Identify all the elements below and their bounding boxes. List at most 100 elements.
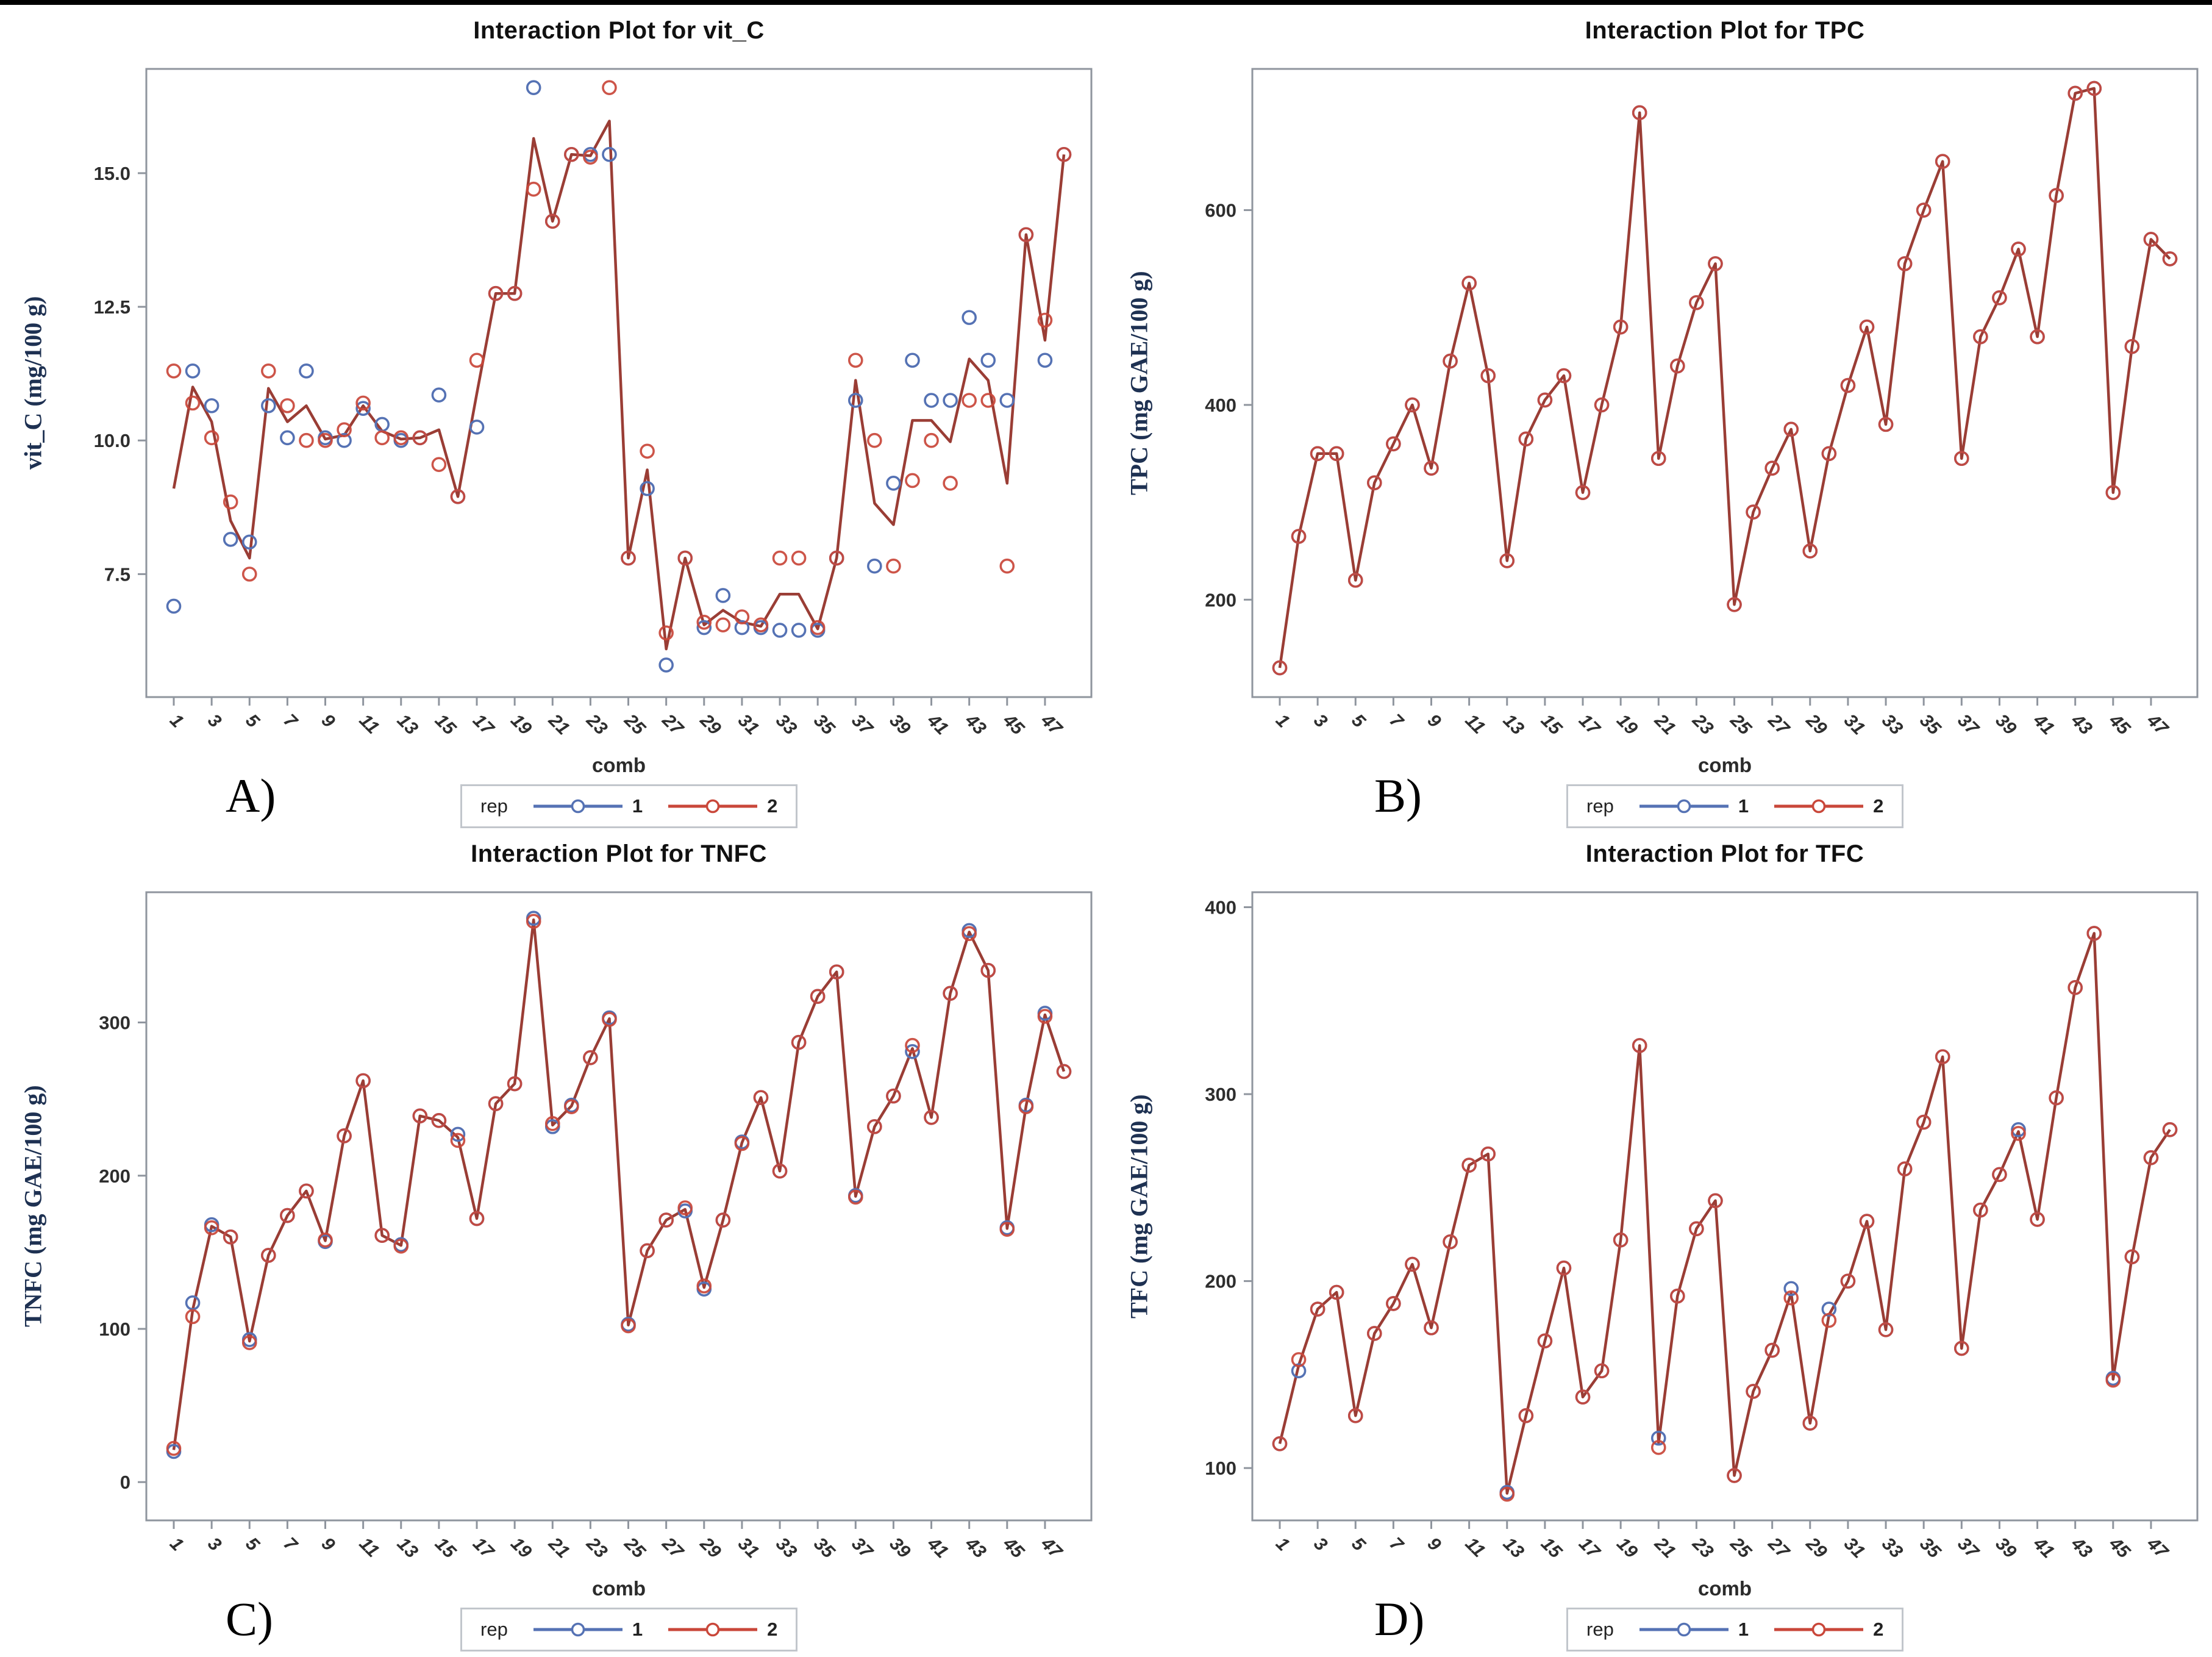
marker-rep2 bbox=[185, 1309, 201, 1325]
marker-rep2 bbox=[602, 80, 617, 95]
marker-rep2 bbox=[1443, 353, 1458, 369]
marker-rep2 bbox=[1632, 1038, 1647, 1053]
marker-rep2 bbox=[204, 1220, 219, 1236]
marker-rep2 bbox=[1632, 105, 1647, 121]
marker-rep2 bbox=[1821, 1312, 1837, 1328]
marker-rep2 bbox=[1859, 319, 1875, 335]
marker-rep2 bbox=[1897, 256, 1913, 271]
x-tick-label: 17 bbox=[1575, 710, 1604, 740]
y-tick-label: 100 bbox=[1205, 1458, 1236, 1479]
marker-rep2 bbox=[1953, 451, 1969, 467]
marker-rep2 bbox=[905, 473, 920, 489]
marker-rep1 bbox=[847, 393, 863, 408]
legend-sample-marker bbox=[571, 799, 585, 814]
marker-rep2 bbox=[924, 1109, 939, 1125]
legend-line-marker-icon bbox=[533, 1622, 623, 1637]
marker-rep2 bbox=[355, 1073, 371, 1089]
marker-rep1 bbox=[962, 310, 977, 325]
marker-rep1 bbox=[1650, 1430, 1666, 1446]
marker-rep2 bbox=[1037, 1009, 1053, 1024]
marker-rep2 bbox=[1859, 1214, 1875, 1229]
x-tick-label: 37 bbox=[847, 710, 877, 740]
x-tick-label: 39 bbox=[1991, 1534, 2020, 1562]
marker-rep2 bbox=[1916, 202, 1932, 218]
marker-rep2 bbox=[1594, 397, 1610, 413]
x-tick-label: 31 bbox=[734, 1534, 763, 1562]
marker-rep1 bbox=[1291, 1363, 1307, 1379]
marker-rep2 bbox=[810, 989, 826, 1004]
marker-rep2 bbox=[1878, 417, 1894, 432]
legend-sample-marker bbox=[705, 1622, 720, 1637]
marker-rep2 bbox=[1443, 1234, 1458, 1250]
marker-rep2 bbox=[544, 213, 560, 229]
marker-rep2 bbox=[1594, 1363, 1610, 1379]
marker-rep2 bbox=[1727, 596, 1742, 612]
marker-rep2 bbox=[1556, 1260, 1572, 1276]
marker-rep1 bbox=[640, 481, 655, 496]
x-tick-label: 11 bbox=[1461, 710, 1489, 738]
marker-rep2 bbox=[1992, 290, 2007, 306]
marker-rep2 bbox=[2143, 232, 2159, 247]
marker-rep1 bbox=[299, 363, 314, 379]
marker-rep2 bbox=[318, 1232, 333, 1248]
marker-rep2 bbox=[1840, 378, 1856, 393]
legend-group-label: rep bbox=[1586, 795, 1614, 817]
marker-rep2 bbox=[2011, 242, 2026, 257]
x-tick-label: 35 bbox=[810, 1534, 839, 1563]
marker-rep2 bbox=[677, 550, 693, 566]
marker-rep2 bbox=[791, 1034, 807, 1050]
marker-rep1 bbox=[166, 598, 182, 614]
marker-rep2 bbox=[1727, 1468, 1742, 1483]
x-tick-label: 45 bbox=[2105, 710, 2135, 740]
x-tick-label: 23 bbox=[582, 710, 612, 739]
marker-rep2 bbox=[640, 443, 655, 459]
marker-rep2 bbox=[1347, 1408, 1363, 1423]
y-tick-label: 400 bbox=[1205, 897, 1236, 918]
marker-rep2 bbox=[261, 363, 276, 379]
marker-rep2 bbox=[905, 1037, 920, 1053]
marker-rep2 bbox=[1367, 475, 1382, 490]
marker-rep2 bbox=[337, 422, 352, 438]
marker-rep2 bbox=[393, 1239, 409, 1254]
panel-A: Interaction Plot for vit_C vit_C (mg/100… bbox=[0, 5, 1106, 833]
x-tick-label: 31 bbox=[1840, 710, 1869, 739]
marker-rep2 bbox=[1424, 460, 1439, 476]
x-tick-label: 39 bbox=[885, 1534, 914, 1562]
marker-rep2 bbox=[526, 181, 541, 197]
marker-rep2 bbox=[980, 962, 996, 978]
marker-rep2 bbox=[829, 964, 844, 979]
x-tick-label: 25 bbox=[1726, 710, 1756, 740]
x-tick-label: 27 bbox=[658, 710, 688, 740]
x-tick-label: 33 bbox=[1878, 710, 1907, 739]
marker-rep2 bbox=[1821, 446, 1837, 462]
x-tick-label: 37 bbox=[1953, 1534, 1983, 1563]
x-axis-label: comb bbox=[591, 1577, 646, 1600]
x-tick-label: 47 bbox=[1036, 1533, 1066, 1563]
marker-rep2 bbox=[1480, 368, 1496, 384]
x-tick-label: 35 bbox=[810, 710, 839, 740]
x-tick-label: 45 bbox=[999, 710, 1029, 740]
marker-rep2 bbox=[583, 149, 598, 165]
x-axis-label: comb bbox=[591, 754, 646, 776]
legend-line-marker-icon bbox=[668, 799, 758, 814]
x-tick-label: 17 bbox=[1575, 1534, 1604, 1563]
panel-C: Interaction Plot for TNFC TNFC (mg GAE/1… bbox=[0, 828, 1106, 1656]
x-tick-label: 33 bbox=[1878, 1534, 1907, 1562]
marker-rep2 bbox=[241, 567, 257, 582]
marker-rep1 bbox=[943, 393, 958, 408]
x-tick-label: 7 bbox=[1385, 1534, 1407, 1556]
marker-rep2 bbox=[829, 550, 844, 566]
x-tick-label: 41 bbox=[2029, 1533, 2058, 1562]
x-tick-label: 21 bbox=[544, 710, 574, 739]
marker-rep2 bbox=[2143, 1150, 2159, 1165]
x-tick-label: 19 bbox=[507, 710, 535, 739]
marker-rep2 bbox=[602, 1012, 617, 1027]
x-tick-label: 3 bbox=[204, 1534, 225, 1555]
marker-rep2 bbox=[847, 1189, 863, 1205]
x-tick-label: 15 bbox=[1537, 1534, 1566, 1563]
x-tick-label: 47 bbox=[2142, 710, 2172, 740]
marker-rep2 bbox=[753, 1090, 769, 1105]
x-tick-label: 41 bbox=[2029, 710, 2058, 739]
marker-rep2 bbox=[1575, 1389, 1591, 1405]
